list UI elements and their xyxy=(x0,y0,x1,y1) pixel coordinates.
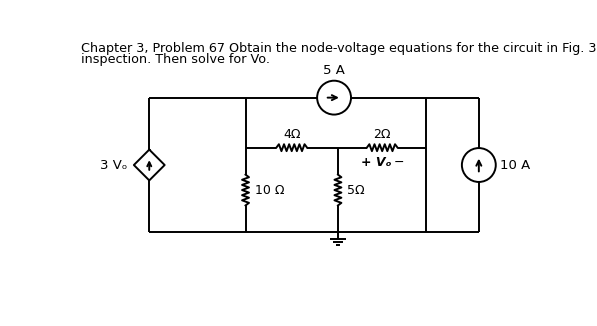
Text: inspection. Then solve for Vo.: inspection. Then solve for Vo. xyxy=(81,53,270,66)
Text: 5 A: 5 A xyxy=(323,64,345,77)
Text: −: − xyxy=(394,156,404,169)
Text: 4Ω: 4Ω xyxy=(283,128,300,141)
Text: 3 Vₒ: 3 Vₒ xyxy=(100,158,128,171)
Text: + Vₒ: + Vₒ xyxy=(361,156,392,169)
Text: 10 Ω: 10 Ω xyxy=(255,184,284,197)
Text: Chapter 3, Problem 67 Obtain the node-voltage equations for the circuit in Fig. : Chapter 3, Problem 67 Obtain the node-vo… xyxy=(81,42,597,55)
Text: 5Ω: 5Ω xyxy=(347,184,365,197)
Text: 10 A: 10 A xyxy=(500,158,530,171)
Text: 2Ω: 2Ω xyxy=(374,128,391,141)
